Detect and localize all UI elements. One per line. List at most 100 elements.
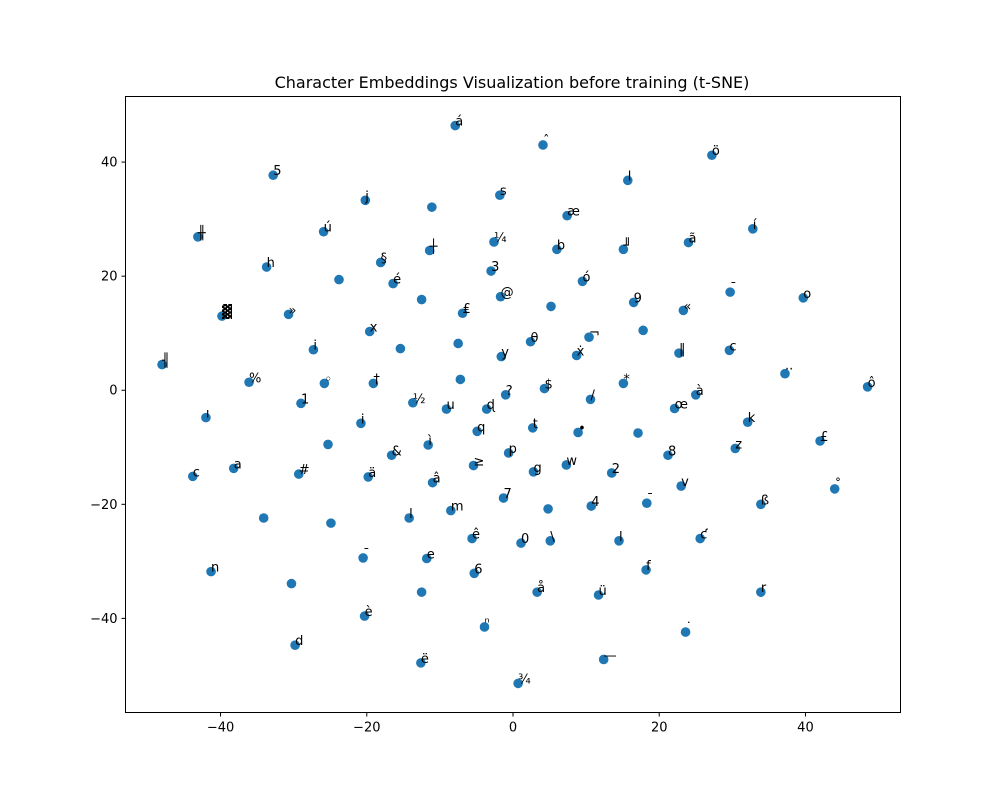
- data-point: [780, 368, 790, 379]
- point-label: #: [299, 463, 310, 478]
- data-point: [261, 262, 272, 272]
- data-point: [258, 513, 269, 523]
- point-label: b: [557, 238, 565, 253]
- point-label: §: [381, 251, 388, 266]
- point-label: i: [361, 412, 365, 427]
- point-label: ▓: [222, 304, 232, 320]
- data-point: [424, 245, 435, 256]
- plot-frame: [125, 96, 901, 713]
- data-point: [479, 622, 490, 632]
- data-point: [862, 382, 873, 392]
- point-label: %: [249, 371, 261, 386]
- data-point: [638, 325, 648, 336]
- point-label: •: [578, 421, 586, 436]
- point-label: ┼: [429, 238, 438, 255]
- data-point: [469, 568, 480, 579]
- data-point: [157, 359, 167, 370]
- data-point: [730, 443, 741, 454]
- point-label: »: [289, 303, 297, 318]
- points-layer: á ˆ ö 5 l j s æ ú ╫ í ¼ ┼ b ╜ ã h § 3 é ó @ ˉ o 9 ▓ » ₤ « x ¬ θ i ‖ c y ẋ ╢ ··…: [157, 115, 876, 689]
- point-label: ¯: [647, 492, 654, 507]
- point-label: 0: [521, 532, 529, 547]
- data-point: [614, 536, 624, 546]
- data-point: [539, 383, 550, 394]
- data-point: [187, 471, 198, 482]
- data-point: [457, 308, 468, 319]
- data-point: [244, 377, 254, 388]
- data-point: [538, 140, 548, 150]
- point-label: £: [820, 430, 828, 445]
- data-point: [516, 538, 526, 548]
- point-label: j: [364, 189, 369, 204]
- point-label: m: [451, 500, 464, 515]
- data-point: [798, 293, 809, 303]
- point-label: ˚: [835, 477, 842, 493]
- data-point: [446, 505, 456, 516]
- point-label: 4: [591, 495, 599, 510]
- data-point: [421, 553, 432, 564]
- point-label: ⁿ: [484, 616, 489, 631]
- x-tick-label: −20: [353, 721, 380, 736]
- data-point: [585, 394, 596, 405]
- point-label: f: [646, 559, 651, 574]
- data-point: [228, 463, 239, 474]
- data-point: [427, 202, 437, 212]
- data-point: [486, 266, 496, 276]
- point-label: w: [566, 454, 577, 469]
- data-point: [495, 291, 506, 302]
- point-label: ˆ: [543, 134, 550, 149]
- y-tick-label: 40: [101, 156, 118, 171]
- point-label: ã: [688, 232, 696, 247]
- y-tick-label: −40: [90, 612, 117, 627]
- data-point: [680, 627, 691, 637]
- data-point: [528, 467, 539, 477]
- data-point: [404, 513, 414, 523]
- data-point: [364, 326, 375, 337]
- point-label: ¼: [494, 231, 507, 246]
- data-point: [683, 237, 694, 248]
- data-point: [571, 350, 582, 361]
- data-point: [678, 305, 689, 316]
- point-label: —: [604, 648, 617, 663]
- data-point: [468, 460, 479, 471]
- point-label: ó: [582, 270, 590, 285]
- point-label: ˉ: [363, 547, 370, 562]
- point-label: ı: [206, 407, 210, 422]
- point-label: n: [211, 561, 219, 576]
- data-point: [286, 578, 297, 589]
- point-label: ß: [761, 493, 769, 508]
- data-point: [375, 257, 386, 268]
- data-point: [319, 378, 330, 389]
- x-tick-label: 0: [509, 721, 517, 736]
- point-label: l: [628, 169, 632, 184]
- data-point: [513, 678, 523, 689]
- point-label: ¬: [589, 326, 600, 341]
- y-tick-label: −20: [90, 498, 117, 513]
- point-label: &: [392, 444, 402, 459]
- data-point: [756, 499, 766, 510]
- point-label: †: [373, 372, 380, 387]
- point-label: ₤: [463, 302, 471, 317]
- point-label: 5: [273, 164, 281, 179]
- data-point: [193, 232, 203, 242]
- data-point: [618, 378, 629, 389]
- data-point: [416, 658, 426, 668]
- point-label: 8: [668, 444, 676, 459]
- point-label: r: [761, 581, 767, 596]
- data-point: [423, 440, 433, 450]
- data-point: [481, 404, 492, 414]
- point-label: θ: [531, 331, 539, 346]
- data-point: [441, 404, 452, 414]
- data-point: [363, 472, 374, 482]
- y-axis: −40 −20 0 20 40: [90, 156, 126, 627]
- data-point: [676, 481, 686, 491]
- data-point: [503, 448, 514, 458]
- data-point: [663, 450, 673, 461]
- data-point: [633, 428, 643, 438]
- data-point: [290, 640, 300, 650]
- data-point: [622, 175, 633, 186]
- data-point: [489, 237, 499, 247]
- point-label: 3: [491, 260, 499, 275]
- data-point: [724, 345, 735, 356]
